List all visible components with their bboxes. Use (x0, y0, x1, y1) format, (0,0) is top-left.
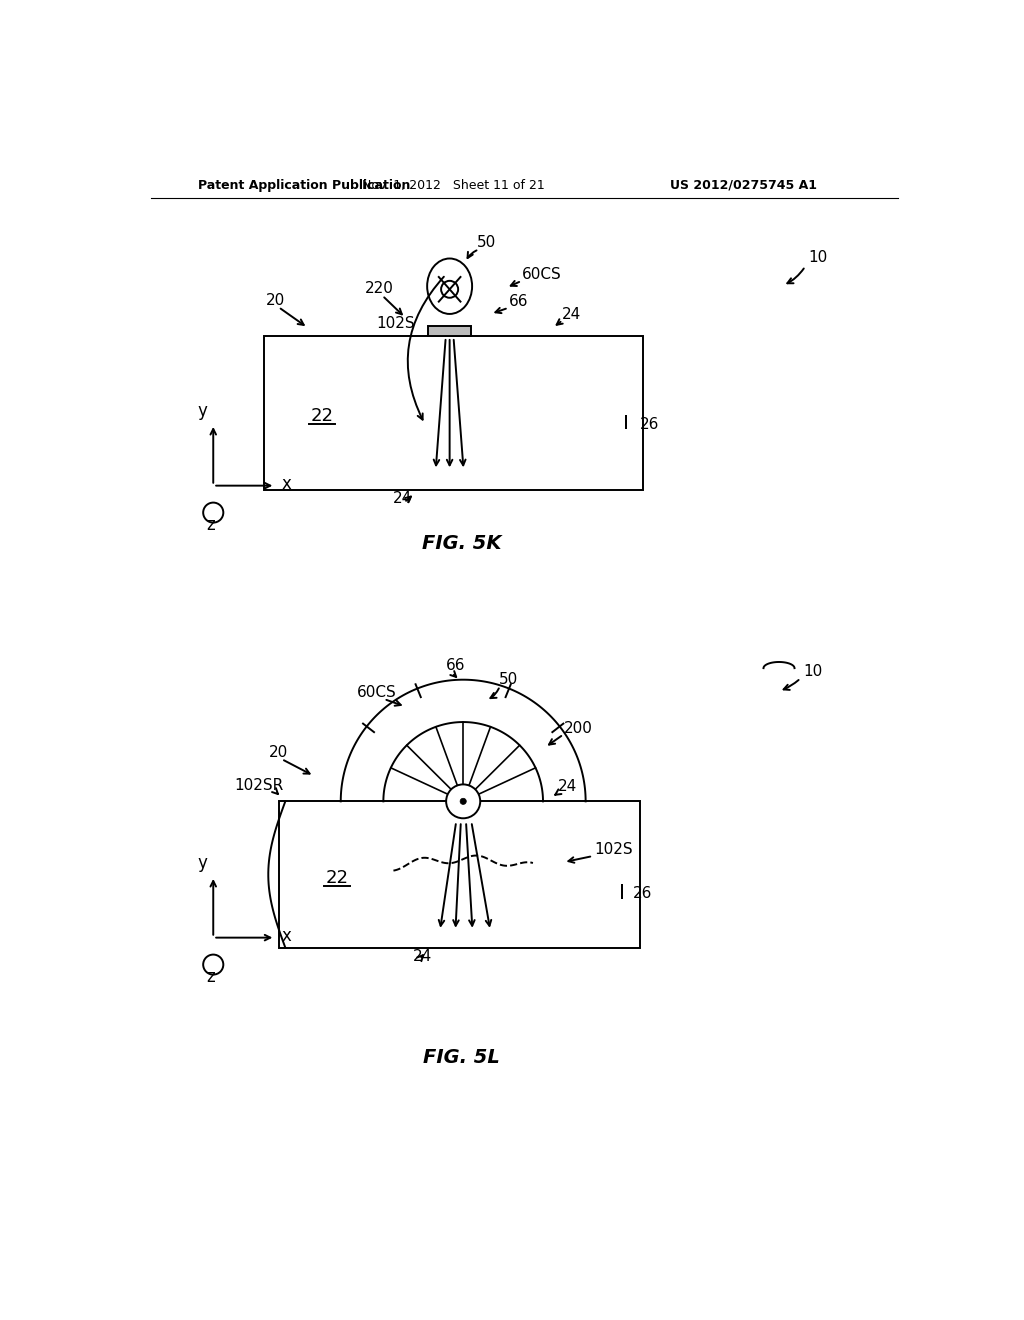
Text: 102S: 102S (376, 315, 415, 331)
Bar (263, 335, 643, 490)
Text: FIG. 5L: FIG. 5L (423, 1048, 500, 1068)
Text: z: z (206, 968, 215, 986)
Text: x: x (282, 927, 291, 945)
Text: 24: 24 (558, 779, 578, 795)
Circle shape (203, 954, 223, 974)
Text: 220: 220 (365, 281, 393, 296)
Text: 20: 20 (269, 746, 289, 760)
Circle shape (446, 784, 480, 818)
Text: 10: 10 (804, 664, 823, 678)
Text: y: y (198, 854, 207, 873)
Circle shape (460, 799, 466, 804)
Text: y: y (198, 403, 207, 420)
Text: FIG. 5K: FIG. 5K (422, 533, 501, 553)
Circle shape (441, 281, 458, 298)
Circle shape (203, 503, 223, 523)
Text: 102SR: 102SR (234, 777, 284, 793)
Text: 50: 50 (499, 672, 518, 686)
Text: 60CS: 60CS (521, 267, 561, 282)
Text: 102S: 102S (595, 842, 633, 858)
Text: 24: 24 (562, 306, 582, 322)
Text: 10: 10 (809, 251, 827, 265)
Text: 66: 66 (445, 659, 465, 673)
Text: Patent Application Publication: Patent Application Publication (198, 178, 411, 191)
Text: 60CS: 60CS (356, 685, 396, 701)
Text: x: x (282, 475, 291, 492)
Text: 24: 24 (414, 949, 432, 964)
Bar (428, 326, 471, 335)
Text: 26: 26 (633, 886, 652, 900)
Text: 20: 20 (266, 293, 286, 308)
Text: US 2012/0275745 A1: US 2012/0275745 A1 (671, 178, 817, 191)
Text: 50: 50 (477, 235, 496, 249)
Text: 22: 22 (310, 408, 333, 425)
Text: 22: 22 (326, 870, 349, 887)
Text: z: z (206, 516, 215, 533)
Text: 24: 24 (393, 491, 413, 507)
Bar (280, 801, 640, 948)
Text: 66: 66 (509, 294, 528, 309)
Ellipse shape (427, 259, 472, 314)
Text: Nov. 1, 2012   Sheet 11 of 21: Nov. 1, 2012 Sheet 11 of 21 (362, 178, 545, 191)
Text: 26: 26 (640, 417, 658, 433)
Text: 200: 200 (563, 721, 593, 735)
